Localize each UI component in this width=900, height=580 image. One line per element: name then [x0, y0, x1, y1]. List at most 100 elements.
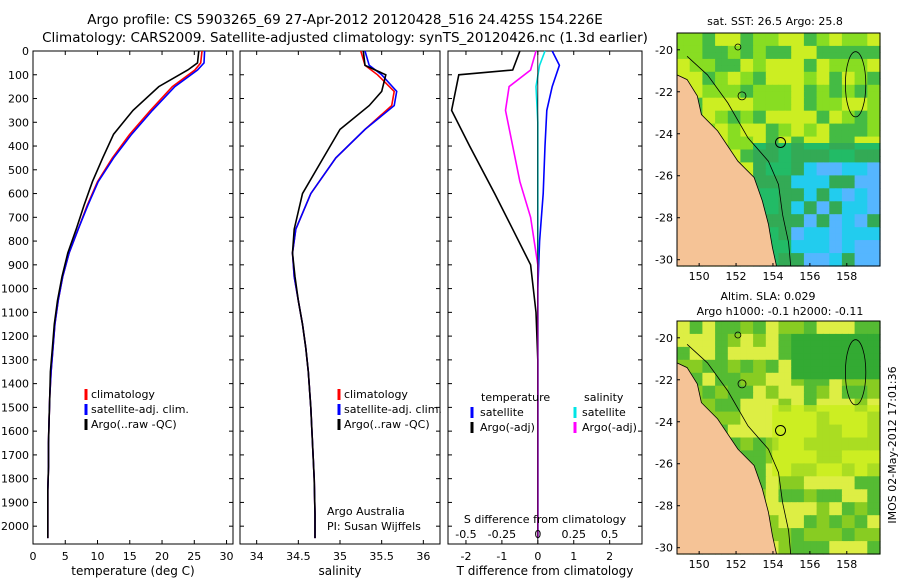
map-cell: [791, 431, 799, 439]
map-cell: [753, 366, 760, 374]
argo-position-marker: [775, 137, 786, 148]
map-cell: [861, 201, 868, 209]
map-cell: [765, 168, 773, 176]
map-cell: [746, 340, 754, 348]
map-cell: [765, 52, 773, 60]
map-cell: [854, 207, 862, 215]
map-cell: [683, 353, 691, 361]
map-cell: [772, 130, 780, 138]
map-cell: [861, 181, 868, 189]
map-cell: [873, 482, 881, 490]
map-cell: [822, 340, 830, 348]
map-cell: [841, 194, 849, 202]
map-cell: [848, 353, 856, 361]
map-cell: [873, 463, 881, 471]
map-cell: [772, 117, 780, 125]
map-cell: [778, 71, 786, 79]
map-cell: [791, 246, 799, 254]
map-cell: [841, 207, 849, 215]
map-cell: [822, 45, 830, 53]
map-cell: [721, 340, 729, 348]
map-cell: [854, 405, 862, 413]
map-cell: [816, 444, 824, 452]
map-cell: [810, 321, 818, 329]
map-cell: [708, 392, 716, 400]
map-cell: [727, 45, 735, 53]
map-cell: [873, 528, 881, 536]
map-cell: [816, 207, 824, 215]
map-cell: [784, 78, 792, 86]
map-cell: [740, 418, 748, 426]
map-cell: [841, 130, 849, 138]
map-cell: [746, 359, 754, 367]
map-cell: [734, 333, 741, 341]
map-cell: [810, 188, 818, 196]
map-cell: [822, 444, 830, 452]
map-cell: [816, 149, 824, 157]
map-cell: [734, 58, 741, 66]
map-cell: [861, 130, 868, 138]
map-cell: [861, 418, 868, 426]
map-cell: [848, 123, 856, 131]
map-cell: [772, 33, 780, 41]
map-cell: [810, 91, 818, 99]
map-cell: [708, 110, 716, 118]
map-cell: [803, 188, 811, 196]
map-cell: [873, 214, 881, 222]
temperature-legend-label: satellite-adj. clim.: [91, 403, 189, 416]
map-cell: [784, 321, 792, 329]
map-cell: [778, 528, 786, 536]
map-cell: [816, 233, 824, 241]
map-cell: [702, 39, 710, 47]
map-cell: [841, 188, 849, 196]
map-cell: [816, 136, 824, 144]
map-cell: [778, 104, 786, 112]
map-cell: [867, 392, 875, 400]
map-cell: [765, 482, 773, 490]
map-cell: [772, 359, 780, 367]
map-cell: [683, 39, 691, 47]
map-lon-label: 152: [726, 270, 747, 283]
map-cell: [829, 58, 837, 66]
temperature-xtick-label: 5: [62, 550, 69, 563]
map-cell: [822, 188, 830, 196]
map-cell: [867, 233, 875, 241]
map-cell: [835, 431, 843, 439]
map-cell: [835, 515, 843, 523]
difference-xtick-label: -1: [496, 550, 507, 563]
map-cell: [759, 346, 767, 354]
map-cell: [772, 188, 780, 196]
map-cell: [861, 149, 868, 157]
map-cell: [778, 547, 786, 555]
map-cell: [822, 521, 830, 529]
map-cell: [797, 214, 805, 222]
map-cell: [816, 541, 824, 549]
map-cell: [702, 78, 710, 86]
map-cell: [721, 366, 729, 374]
map-cell: [854, 489, 862, 497]
map-cell: [873, 188, 881, 196]
map-cell: [835, 84, 843, 92]
map-cell: [841, 91, 849, 99]
depth-contour: [686, 344, 792, 555]
map-cell: [803, 469, 811, 477]
map-cell: [797, 508, 805, 516]
map-cell: [778, 240, 786, 248]
map-lat-label: -26: [655, 170, 673, 183]
depth-tick-label: 1600: [1, 425, 29, 438]
map-cell: [841, 528, 849, 536]
map-cell: [721, 97, 729, 105]
map-cell: [810, 65, 818, 73]
map-cell: [835, 259, 843, 267]
map-cell: [867, 372, 875, 380]
map-cell: [765, 340, 773, 348]
map-cell: [867, 366, 875, 374]
map-cell: [835, 71, 843, 79]
map-cell: [740, 162, 748, 170]
map-cell: [867, 385, 875, 393]
map-cell: [822, 353, 830, 361]
map-cell: [759, 327, 767, 335]
map-cell: [848, 502, 856, 510]
map-cell: [746, 346, 754, 354]
map-cell: [778, 424, 786, 432]
